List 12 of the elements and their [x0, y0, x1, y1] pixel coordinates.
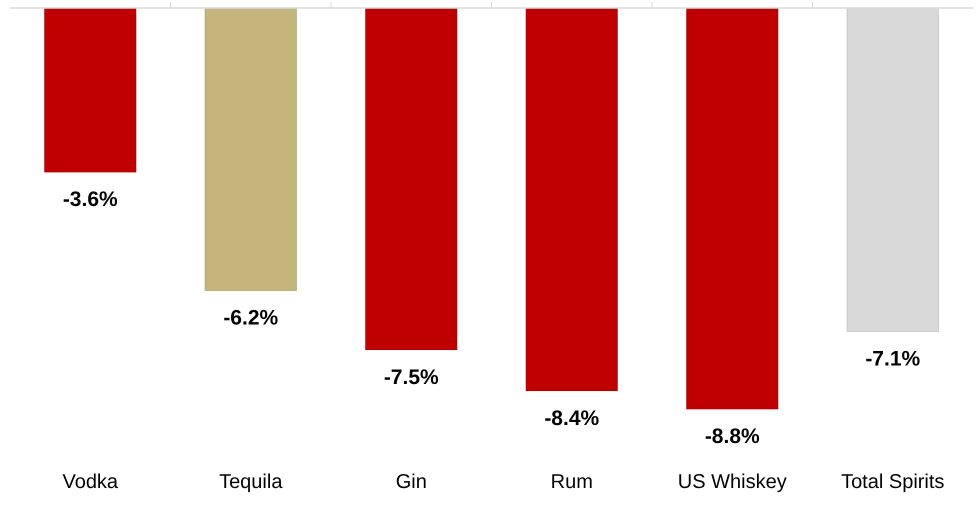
data-label: -7.5% — [384, 366, 440, 389]
x-tick-label: US Whiskey — [678, 471, 787, 494]
data-label: -7.1% — [865, 348, 921, 371]
x-tick-label: Gin — [396, 471, 427, 494]
data-label: -6.2% — [223, 306, 279, 330]
x-tick-label: Tequila — [219, 471, 284, 494]
data-label: -8.8% — [704, 425, 760, 448]
x-tick-label: Rum — [550, 471, 593, 494]
x-tick-label: Total Spirits — [841, 471, 944, 494]
data-label: -3.6% — [62, 188, 118, 212]
data-label: -8.4% — [544, 406, 600, 430]
x-tick-label: Vodka — [62, 471, 119, 494]
